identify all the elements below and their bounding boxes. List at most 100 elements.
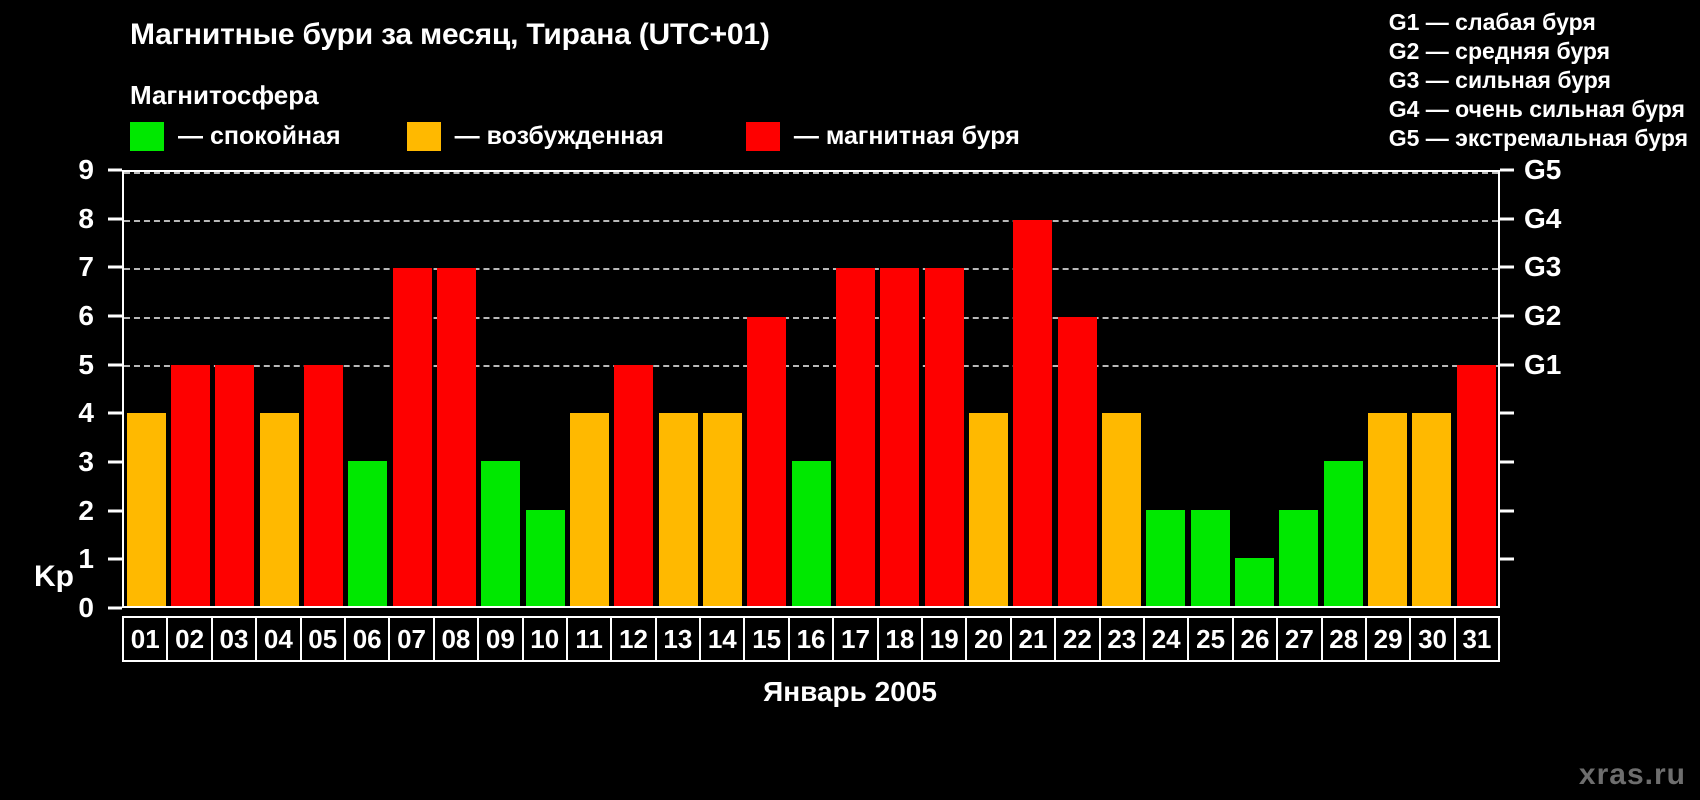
bar-cell-04[interactable] [257,172,301,606]
bar-19[interactable] [924,268,964,606]
bar-cell-02[interactable] [168,172,212,606]
bar-06[interactable] [348,461,388,606]
bar-21[interactable] [1013,220,1053,606]
bar-cell-12[interactable] [612,172,656,606]
g-tick-mark-7 [1500,265,1514,269]
day-label-08[interactable]: 08 [434,618,480,660]
day-label-19[interactable]: 19 [923,618,968,660]
y-tick-label-1: 1 [78,543,94,575]
bar-cell-27[interactable] [1277,172,1321,606]
bar-07[interactable] [392,268,432,606]
bar-20[interactable] [968,413,1008,606]
day-label-25[interactable]: 25 [1189,618,1234,660]
bar-cell-26[interactable] [1232,172,1276,606]
bar-25[interactable] [1190,509,1230,606]
bar-cell-18[interactable] [878,172,922,606]
bar-16[interactable] [791,461,831,606]
bar-cell-15[interactable] [745,172,789,606]
day-label-20[interactable]: 20 [967,618,1012,660]
day-label-05[interactable]: 05 [301,618,346,660]
bar-27[interactable] [1279,509,1319,606]
bar-cell-03[interactable] [213,172,257,606]
bar-15[interactable] [747,316,787,606]
day-label-12[interactable]: 12 [612,618,657,660]
bar-03[interactable] [215,364,255,606]
bar-cell-29[interactable] [1365,172,1409,606]
g-tick-label-G1: G1 [1524,348,1562,380]
bar-cell-16[interactable] [789,172,833,606]
bar-26[interactable] [1234,557,1274,606]
day-label-17[interactable]: 17 [834,618,879,660]
day-label-04[interactable]: 04 [257,618,302,660]
day-label-01[interactable]: 01 [124,618,169,660]
bar-05[interactable] [303,364,343,606]
day-label-11[interactable]: 11 [567,618,613,660]
day-label-09[interactable]: 09 [479,618,524,660]
bar-24[interactable] [1146,509,1186,606]
g-tick-label-G2: G2 [1524,300,1562,331]
bar-14[interactable] [702,413,742,606]
bar-18[interactable] [880,268,920,606]
bar-cell-07[interactable] [390,172,434,606]
bar-cell-30[interactable] [1410,172,1454,606]
bar-04[interactable] [259,413,299,606]
bar-cell-05[interactable] [301,172,345,606]
bar-cell-23[interactable] [1099,172,1143,606]
day-label-31[interactable]: 31 [1455,618,1499,660]
bar-12[interactable] [614,364,654,606]
bar-cell-25[interactable] [1188,172,1232,606]
day-label-26[interactable]: 26 [1233,618,1279,660]
bar-31[interactable] [1456,364,1496,606]
day-label-02[interactable]: 02 [168,618,213,660]
day-label-16[interactable]: 16 [789,618,835,660]
bar-cell-24[interactable] [1144,172,1188,606]
bar-cell-22[interactable] [1055,172,1099,606]
bar-23[interactable] [1101,413,1141,606]
day-label-24[interactable]: 24 [1144,618,1190,660]
day-label-23[interactable]: 23 [1100,618,1145,660]
day-label-06[interactable]: 06 [345,618,391,660]
bar-13[interactable] [658,413,698,606]
bar-cell-20[interactable] [966,172,1010,606]
day-label-22[interactable]: 22 [1056,618,1101,660]
day-label-15[interactable]: 15 [745,618,790,660]
bar-cell-01[interactable] [124,172,168,606]
bar-cell-21[interactable] [1011,172,1055,606]
day-label-14[interactable]: 14 [701,618,746,660]
bar-cell-10[interactable] [523,172,567,606]
bar-09[interactable] [481,461,521,606]
day-label-29[interactable]: 29 [1366,618,1412,660]
bar-cell-17[interactable] [833,172,877,606]
bar-cell-28[interactable] [1321,172,1365,606]
bar-17[interactable] [835,268,875,606]
bar-cell-14[interactable] [700,172,744,606]
bar-11[interactable] [569,413,609,606]
day-label-13[interactable]: 13 [656,618,702,660]
bar-cell-06[interactable] [346,172,390,606]
day-label-10[interactable]: 10 [523,618,568,660]
day-label-03[interactable]: 03 [212,618,258,660]
bar-02[interactable] [170,364,210,606]
y-tick-mark-7 [108,265,122,269]
bar-08[interactable] [436,268,476,606]
bar-22[interactable] [1057,316,1097,606]
bar-28[interactable] [1323,461,1363,606]
day-label-28[interactable]: 28 [1322,618,1367,660]
day-label-30[interactable]: 30 [1411,618,1456,660]
bar-10[interactable] [525,509,565,606]
legend-item-label: — магнитная буря [793,122,1020,150]
bar-cell-08[interactable] [434,172,478,606]
bar-cell-31[interactable] [1454,172,1498,606]
bar-cell-19[interactable] [922,172,966,606]
day-label-27[interactable]: 27 [1278,618,1323,660]
day-label-21[interactable]: 21 [1011,618,1057,660]
bar-30[interactable] [1412,413,1452,606]
bar-cell-13[interactable] [656,172,700,606]
bar-cell-09[interactable] [479,172,523,606]
bar-29[interactable] [1367,413,1407,606]
day-label-18[interactable]: 18 [878,618,924,660]
bar-cell-11[interactable] [567,172,611,606]
day-label-07[interactable]: 07 [390,618,435,660]
bar-01[interactable] [126,413,166,606]
g-tick-label-G5: G5 [1524,154,1562,185]
